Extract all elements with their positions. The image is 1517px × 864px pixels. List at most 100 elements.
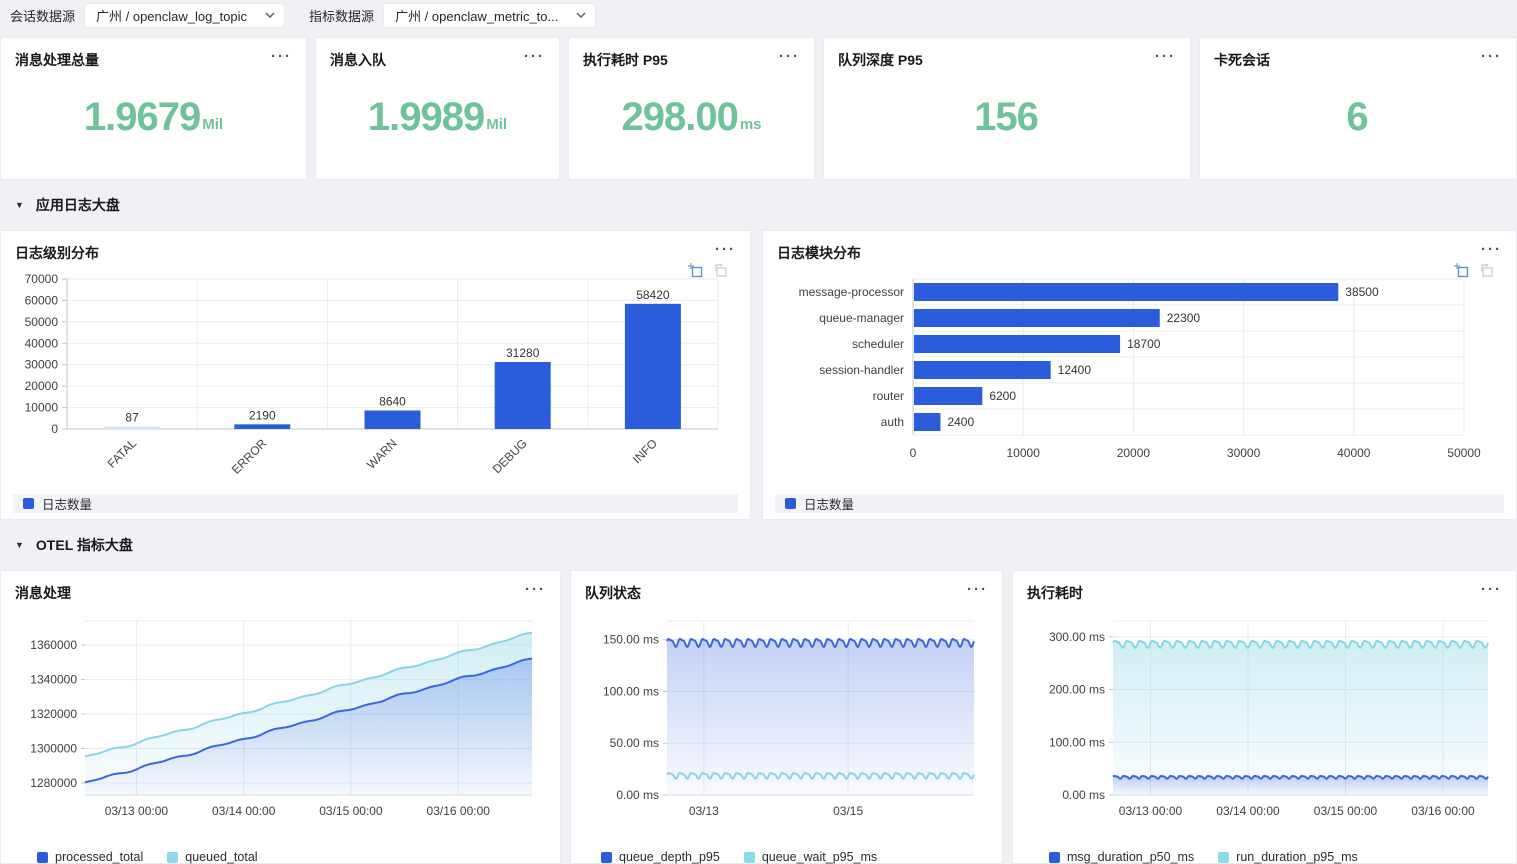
session-source-value: 广州 / openclaw_log_topic — [96, 8, 248, 24]
svg-text:18700: 18700 — [1127, 337, 1161, 351]
stat-card: 消息处理总量 ··· 1.9679 Mil — [0, 37, 307, 180]
svg-text:150.00 ms: 150.00 ms — [603, 633, 659, 647]
chart-toolbox — [1454, 263, 1494, 278]
legend-label: processed_total — [55, 850, 144, 864]
more-menu-button[interactable]: ··· — [265, 49, 292, 64]
svg-text:300.00 ms: 300.00 ms — [1049, 630, 1105, 644]
chart-legend[interactable]: 日志数量 — [13, 494, 738, 513]
legend-swatch — [1049, 851, 1060, 863]
svg-text:03/13 00:00: 03/13 00:00 — [1119, 804, 1183, 818]
legend-item[interactable]: queue_wait_p95_ms — [743, 850, 878, 864]
more-menu-button[interactable]: ··· — [961, 582, 988, 597]
legend-item[interactable]: run_duration_p95_ms — [1218, 850, 1358, 864]
legend-label: 日志数量 — [804, 498, 855, 512]
chart-legend: queue_depth_p95 queue_wait_p95_ms — [601, 850, 1002, 864]
stat-unit: ms — [739, 116, 762, 133]
legend-swatch — [743, 851, 755, 863]
zoom-select-icon[interactable] — [1454, 263, 1469, 278]
legend-item[interactable]: queue_depth_p95 — [601, 850, 720, 864]
more-menu-button[interactable]: ··· — [1475, 242, 1502, 257]
svg-text:100.00 ms: 100.00 ms — [603, 684, 659, 698]
stat-card: 队列深度 P95 ··· 156 — [823, 37, 1191, 180]
stat-card: 消息入队 ··· 1.9989 Mil — [315, 37, 560, 180]
legend-label: queue_wait_p95_ms — [761, 850, 878, 864]
legend-item[interactable]: processed_total — [37, 850, 143, 864]
svg-text:50000: 50000 — [25, 315, 59, 329]
section-header-otel: ▼ OTEL 指标大盘 — [0, 532, 1517, 558]
svg-text:03/13: 03/13 — [689, 804, 719, 818]
legend-item[interactable]: queued_total — [167, 850, 258, 864]
zoom-select-icon[interactable] — [688, 263, 703, 278]
log-level-plot: 0 10000 20000 30000 40000 50000 60000 70000 87 FA… — [13, 263, 738, 494]
svg-text:session-handler: session-handler — [819, 363, 904, 377]
legend-swatch — [601, 851, 612, 863]
otel-charts-row: 消息处理 ··· 1280000 1300000 1320000 1340000 136… — [0, 570, 1517, 864]
session-source-select[interactable]: 广州 / openclaw_log_topic — [84, 2, 286, 28]
msg_processing-svg: 1280000 1300000 1320000 1340000 1360000 03/13… — [30, 620, 533, 818]
svg-text:auth: auth — [881, 415, 904, 429]
chart-toolbox — [688, 263, 728, 278]
queue_state-svg: 0.00 ms 50.00 ms 100.00 ms 150.00 ms 03/13 03… — [603, 620, 975, 818]
collapse-triangle-icon[interactable]: ▼ — [15, 540, 24, 550]
stat-value: 156 — [974, 95, 1039, 139]
svg-text:40000: 40000 — [1337, 446, 1371, 460]
more-menu-button[interactable]: ··· — [1475, 49, 1502, 64]
svg-text:1360000: 1360000 — [30, 638, 77, 652]
svg-text:0.00 ms: 0.00 ms — [616, 788, 659, 802]
more-menu-button[interactable]: ··· — [709, 242, 736, 257]
svg-text:50.00 ms: 50.00 ms — [610, 736, 659, 750]
metric-source-label: 指标数据源 — [309, 8, 375, 24]
more-menu-button[interactable]: ··· — [1475, 582, 1502, 597]
svg-text:DEBUG: DEBUG — [490, 436, 530, 476]
svg-text:20000: 20000 — [1117, 446, 1151, 460]
chart-legend[interactable]: 日志数量 — [775, 494, 1504, 513]
more-menu-button[interactable]: ··· — [518, 49, 545, 64]
svg-text:100.00 ms: 100.00 ms — [1049, 735, 1105, 749]
svg-text:10000: 10000 — [25, 401, 59, 415]
section-title: OTEL 指标大盘 — [35, 537, 133, 553]
chevron-down-icon — [576, 12, 586, 18]
stat-card-title: 执行耗时 P95 — [583, 52, 668, 68]
legend-label: 日志数量 — [42, 498, 93, 512]
svg-text:WARN: WARN — [364, 436, 400, 472]
stat-card: 执行耗时 P95 ··· 298.00 ms — [568, 37, 815, 180]
svg-text:FATAL: FATAL — [105, 436, 140, 471]
svg-text:60000: 60000 — [25, 293, 59, 307]
log_module-svg: 0 10000 20000 30000 40000 50000 38500 message-p… — [799, 278, 1481, 460]
svg-text:87: 87 — [125, 411, 139, 425]
more-menu-button[interactable]: ··· — [519, 582, 546, 597]
svg-text:03/15 00:00: 03/15 00:00 — [319, 804, 383, 818]
legend-item[interactable]: msg_duration_p50_ms — [1049, 850, 1194, 864]
more-menu-button[interactable]: ··· — [1149, 49, 1176, 64]
chart-card-exec-duration: 执行耗时 ··· 0.00 ms 100.00 ms 200.00 ms 300.00… — [1012, 570, 1517, 864]
chart-title: 执行耗时 — [1027, 585, 1083, 601]
restore-zoom-icon[interactable] — [713, 263, 728, 278]
restore-zoom-icon[interactable] — [1479, 263, 1494, 278]
section-header-app-logs: ▼ 应用日志大盘 — [0, 192, 1517, 218]
chart-title: 日志模块分布 — [777, 245, 861, 261]
svg-text:queue-manager: queue-manager — [819, 311, 904, 325]
section-title: 应用日志大盘 — [35, 197, 120, 213]
chart-card-msg-processing: 消息处理 ··· 1280000 1300000 1320000 1340000 136… — [0, 570, 561, 864]
svg-text:message-processor: message-processor — [799, 285, 904, 299]
stat-value: 6 — [1346, 95, 1368, 139]
legend-swatch — [167, 851, 179, 863]
datasource-toolbar: 会话数据源 广州 / openclaw_log_topic 指标数据源 广州 /… — [0, 2, 1517, 28]
svg-text:10000: 10000 — [1007, 446, 1041, 460]
metric-source-select[interactable]: 广州 / openclaw_metric_to... — [383, 2, 597, 28]
svg-text:58420: 58420 — [636, 288, 670, 302]
chart-title: 消息处理 — [15, 585, 71, 601]
svg-text:03/15 00:00: 03/15 00:00 — [1314, 804, 1378, 818]
chart-card-log-level: 日志级别分布 ··· 0 10000 20000 30000 40000 50000 600… — [0, 230, 751, 520]
svg-text:6200: 6200 — [989, 389, 1016, 403]
stat-card: 卡死会话 ··· 6 — [1199, 37, 1517, 180]
more-menu-button[interactable]: ··· — [773, 49, 800, 64]
svg-text:50000: 50000 — [1447, 446, 1481, 460]
stat-card-row: 消息处理总量 ··· 1.9679 Mil 消息入队 ··· 1.9989 Mil 执行耗时 P… — [0, 37, 1517, 180]
svg-text:scheduler: scheduler — [852, 337, 904, 351]
collapse-triangle-icon[interactable]: ▼ — [15, 200, 24, 210]
log-module-plot: 0 10000 20000 30000 40000 50000 38500 message-p… — [775, 263, 1504, 494]
svg-text:2190: 2190 — [249, 408, 276, 422]
svg-text:0.00 ms: 0.00 ms — [1062, 788, 1105, 802]
svg-text:40000: 40000 — [25, 336, 59, 350]
